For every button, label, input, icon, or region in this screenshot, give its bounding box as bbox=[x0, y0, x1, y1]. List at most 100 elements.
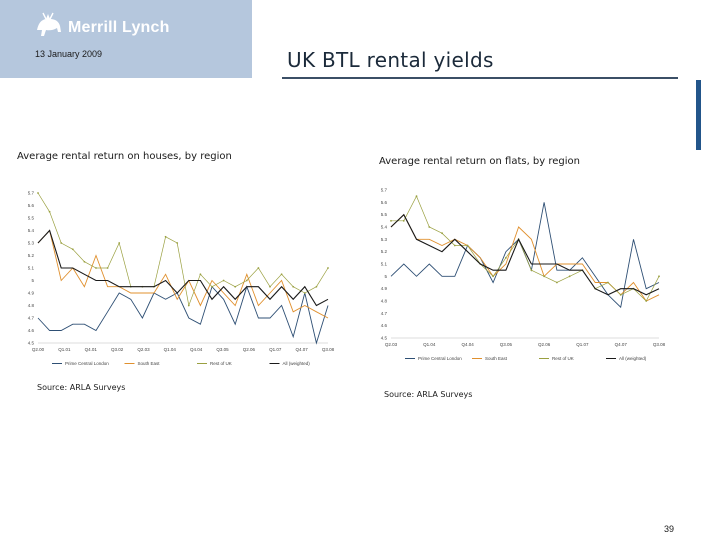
chart1-source: Source: ARLA Surveys bbox=[37, 383, 126, 392]
series-point bbox=[504, 256, 507, 259]
legend-label: Rest of UK bbox=[210, 361, 232, 366]
series-point bbox=[543, 275, 546, 278]
chart2-source: Source: ARLA Surveys bbox=[384, 390, 473, 399]
series-point bbox=[245, 279, 248, 282]
series-line-4 bbox=[390, 213, 660, 296]
x-tick-label: Q1.07 bbox=[269, 347, 282, 352]
legend-label: Rest of UK bbox=[552, 356, 574, 361]
series-line-1 bbox=[37, 285, 329, 345]
y-tick-label: 5.2 bbox=[28, 253, 35, 258]
x-tick-label: Q1.04 bbox=[423, 342, 436, 347]
y-tick-label: 5 bbox=[31, 278, 34, 283]
legend-label: South East bbox=[138, 361, 161, 366]
logo-panel: Merrill Lynch 13 January 2009 bbox=[0, 0, 252, 78]
series-point bbox=[222, 279, 225, 282]
series-point bbox=[234, 285, 237, 288]
y-tick-label: 5.3 bbox=[28, 241, 35, 246]
legend-label: South East bbox=[485, 356, 508, 361]
x-tick-label: Q1.07 bbox=[576, 342, 589, 347]
x-tick-label: Q3.08 bbox=[653, 342, 665, 347]
brand-name: Merrill Lynch bbox=[68, 19, 170, 36]
y-tick-label: 5.3 bbox=[381, 237, 388, 242]
series-point bbox=[48, 210, 51, 213]
flats-chart: 5.75.65.55.45.35.25.154.94.84.74.64.5Q2.… bbox=[381, 188, 665, 362]
series-point bbox=[37, 192, 39, 194]
y-tick-label: 4.6 bbox=[28, 328, 35, 333]
series-point bbox=[199, 273, 202, 276]
y-tick-label: 5.5 bbox=[28, 216, 35, 221]
page-number: 39 bbox=[664, 524, 675, 534]
accent-bar bbox=[696, 80, 701, 150]
series-point bbox=[402, 219, 405, 222]
series-point bbox=[619, 293, 622, 296]
series-point bbox=[257, 267, 260, 269]
series-point bbox=[315, 285, 318, 288]
x-tick-label: Q4.07 bbox=[615, 342, 628, 347]
y-tick-label: 5.6 bbox=[381, 200, 388, 205]
series-point bbox=[106, 267, 109, 269]
x-tick-label: Q4.04 bbox=[461, 342, 474, 347]
y-tick-label: 4.9 bbox=[28, 291, 35, 296]
series-point bbox=[556, 281, 558, 284]
series-point bbox=[176, 242, 179, 244]
page-title: UK BTL rental yields bbox=[287, 48, 494, 72]
y-tick-label: 4.5 bbox=[28, 341, 35, 346]
y-tick-label: 4.7 bbox=[381, 311, 388, 316]
y-tick-label: 5.5 bbox=[381, 212, 388, 217]
y-tick-label: 5.1 bbox=[28, 266, 35, 271]
x-tick-label: Q3.05 bbox=[216, 347, 229, 352]
series-point bbox=[428, 226, 431, 228]
series-point bbox=[530, 269, 533, 272]
legend-label: All (weighted) bbox=[283, 361, 311, 366]
x-tick-label: Q2.03 bbox=[385, 342, 398, 347]
series-point bbox=[95, 267, 97, 269]
y-tick-label: 5.4 bbox=[28, 228, 35, 233]
title-divider bbox=[282, 77, 678, 79]
x-tick-label: Q3.05 bbox=[500, 342, 513, 347]
y-tick-label: 4.8 bbox=[381, 299, 388, 304]
y-tick-label: 5.7 bbox=[28, 191, 35, 196]
x-tick-label: Q4.01 bbox=[85, 347, 98, 352]
x-tick-label: Q3.02 bbox=[111, 347, 124, 352]
houses-chart: 5.75.65.55.45.35.25.154.94.84.74.64.5Q2.… bbox=[28, 191, 334, 367]
series-point bbox=[658, 275, 660, 278]
y-tick-label: 5.6 bbox=[28, 203, 35, 208]
y-tick-label: 5.7 bbox=[381, 188, 388, 193]
series-point bbox=[60, 242, 63, 244]
series-point bbox=[415, 195, 418, 198]
series-point bbox=[164, 235, 167, 238]
x-tick-label: Q4.04 bbox=[190, 347, 203, 352]
series-point bbox=[292, 285, 295, 288]
series-point bbox=[492, 275, 494, 278]
x-tick-label: Q1.04 bbox=[164, 347, 177, 352]
series-point bbox=[269, 285, 271, 288]
y-tick-label: 5.1 bbox=[381, 262, 388, 267]
x-tick-label: Q2.06 bbox=[243, 347, 256, 352]
legend-label: Prime Central London bbox=[418, 356, 462, 361]
series-point bbox=[453, 244, 456, 247]
x-tick-label: Q1.01 bbox=[58, 347, 71, 352]
x-tick-label: Q2.00 bbox=[32, 347, 45, 352]
series-line-4 bbox=[37, 229, 329, 307]
y-tick-label: 4.9 bbox=[381, 286, 388, 291]
y-tick-label: 4.6 bbox=[381, 323, 388, 328]
legend-label: All (weighted) bbox=[619, 356, 647, 361]
series-point bbox=[83, 260, 86, 263]
y-tick-label: 4.7 bbox=[28, 316, 35, 321]
chart2-title: Average rental return on flats, by regio… bbox=[379, 156, 581, 167]
series-point bbox=[645, 300, 648, 302]
series-point bbox=[607, 281, 609, 284]
series-line-3 bbox=[37, 192, 329, 307]
series-line-2 bbox=[37, 229, 329, 319]
y-tick-label: 5 bbox=[384, 274, 387, 279]
chart1-title: Average rental return on houses, by regi… bbox=[17, 151, 232, 162]
y-tick-label: 5.4 bbox=[381, 225, 388, 230]
x-tick-label: Q2.06 bbox=[538, 342, 551, 347]
series-line-3 bbox=[391, 195, 660, 302]
series-point bbox=[71, 248, 74, 251]
series-point bbox=[211, 285, 213, 288]
report-date: 13 January 2009 bbox=[35, 49, 103, 59]
y-tick-label: 5.2 bbox=[381, 249, 388, 254]
series-point bbox=[303, 292, 306, 294]
legend-label: Prime Central London bbox=[65, 361, 109, 366]
